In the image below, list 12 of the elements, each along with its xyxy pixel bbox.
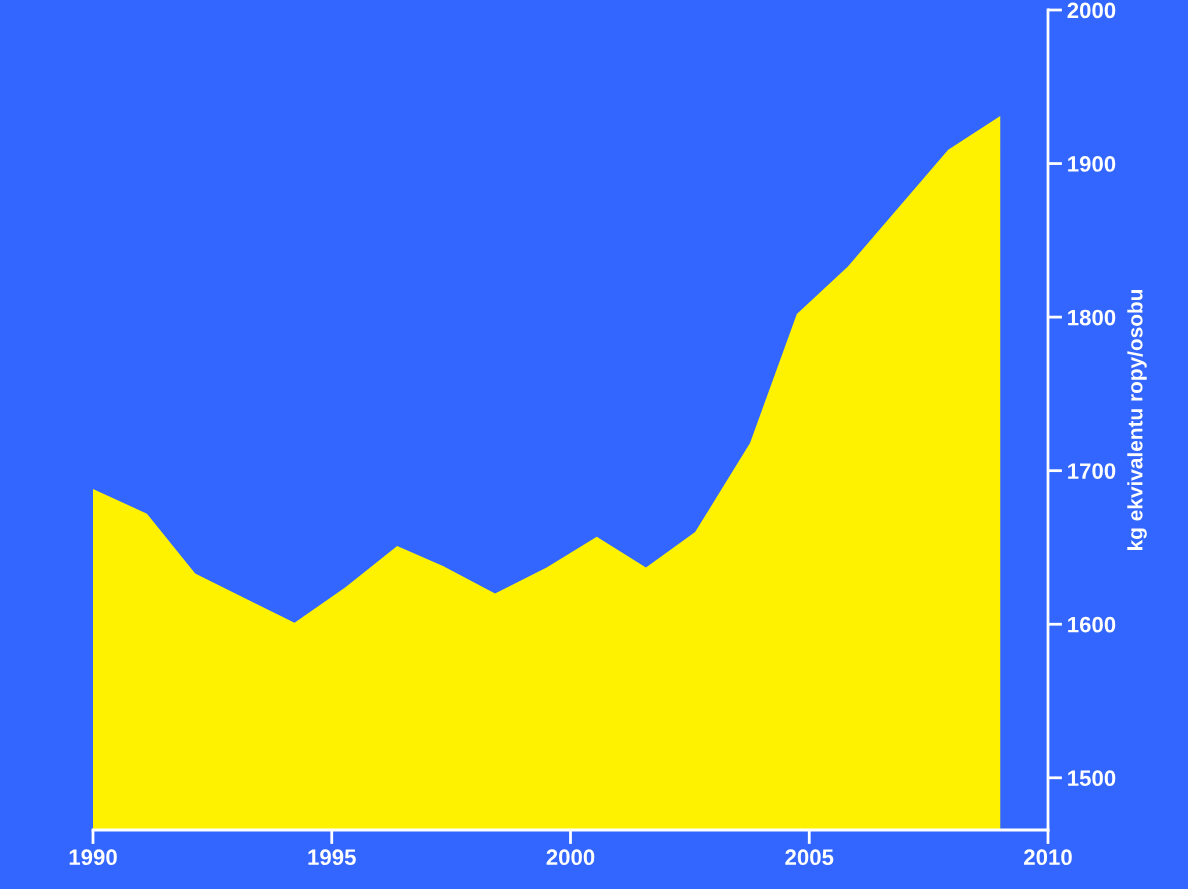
y-tick-label: 2000	[1067, 2, 1116, 19]
x-tick-label: 1995	[308, 849, 356, 866]
x-tick-label: 2000	[546, 849, 595, 866]
x-tick-label: 2005	[785, 849, 834, 866]
y-tick-label: 1700	[1068, 463, 1116, 479]
y-tick-label: 1800	[1068, 309, 1116, 326]
y-tick-label: 1900	[1068, 156, 1116, 172]
x-tick-label: 1990	[69, 849, 117, 866]
y-tick-label: 1500	[1068, 770, 1116, 787]
y-axis-title: kg ekvivalentu ropy/osobu	[1127, 289, 1147, 550]
x-tick-label: 2010	[1024, 849, 1072, 866]
y-tick-label: 1600	[1068, 616, 1116, 633]
